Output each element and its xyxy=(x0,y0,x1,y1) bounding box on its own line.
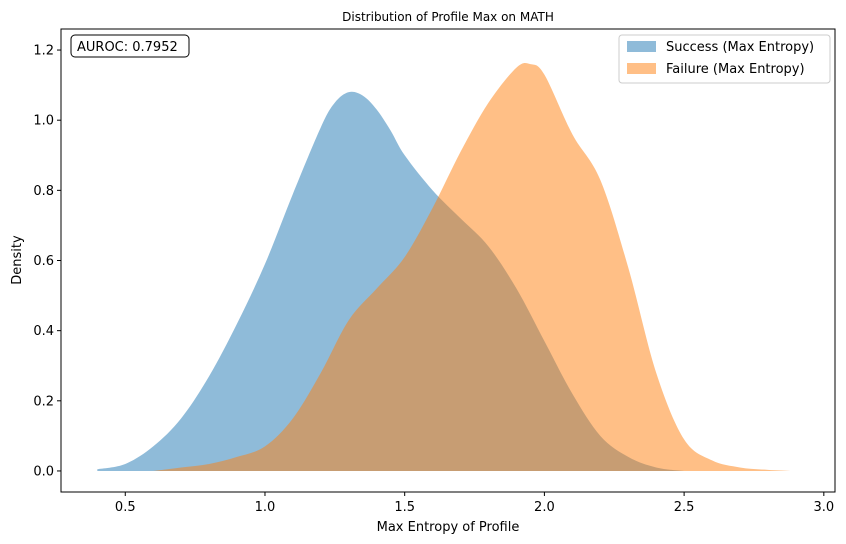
auroc-annotation: AUROC: 0.7952 xyxy=(77,40,178,55)
y-axis-label: Density xyxy=(10,235,25,285)
y-tick-label: 0.4 xyxy=(33,324,54,339)
density-areas xyxy=(97,62,791,471)
x-tick-label: 2.5 xyxy=(674,500,695,515)
y-tick-label: 0.0 xyxy=(33,464,54,479)
legend-swatch-success xyxy=(627,41,656,52)
annotation-frame xyxy=(70,34,190,58)
x-tick-label: 1.5 xyxy=(394,500,415,515)
x-tick-label: 0.5 xyxy=(115,500,136,515)
legend-label-success: Success (Max Entropy) xyxy=(666,40,814,55)
x-tick-label: 3.0 xyxy=(813,500,834,515)
y-tick-label: 1.0 xyxy=(33,114,54,129)
x-tick-label: 2.0 xyxy=(534,500,555,515)
failure-density-area xyxy=(153,62,791,471)
y-tick-label: 0.8 xyxy=(33,184,54,199)
y-tick-label: 1.2 xyxy=(33,44,54,59)
y-axis-ticks: 0.0 0.2 0.4 0.6 0.8 1.0 1.2 xyxy=(33,44,61,479)
legend: Success (Max Entropy) Failure (Max Entro… xyxy=(618,34,831,84)
auroc-annotation-box: AUROC: 0.7952 xyxy=(70,34,190,58)
y-tick-label: 0.6 xyxy=(33,254,54,269)
y-tick-label: 0.2 xyxy=(33,394,54,409)
x-axis-label: Max Entropy of Profile xyxy=(377,520,520,535)
x-tick-label: 1.0 xyxy=(255,500,276,515)
chart-title: Distribution of Profile Max on MATH xyxy=(342,10,554,24)
legend-label-failure: Failure (Max Entropy) xyxy=(666,62,805,77)
x-axis-ticks: 0.5 1.0 1.5 2.0 2.5 3.0 xyxy=(115,492,834,515)
legend-swatch-failure xyxy=(627,63,656,74)
legend-frame xyxy=(618,34,831,84)
